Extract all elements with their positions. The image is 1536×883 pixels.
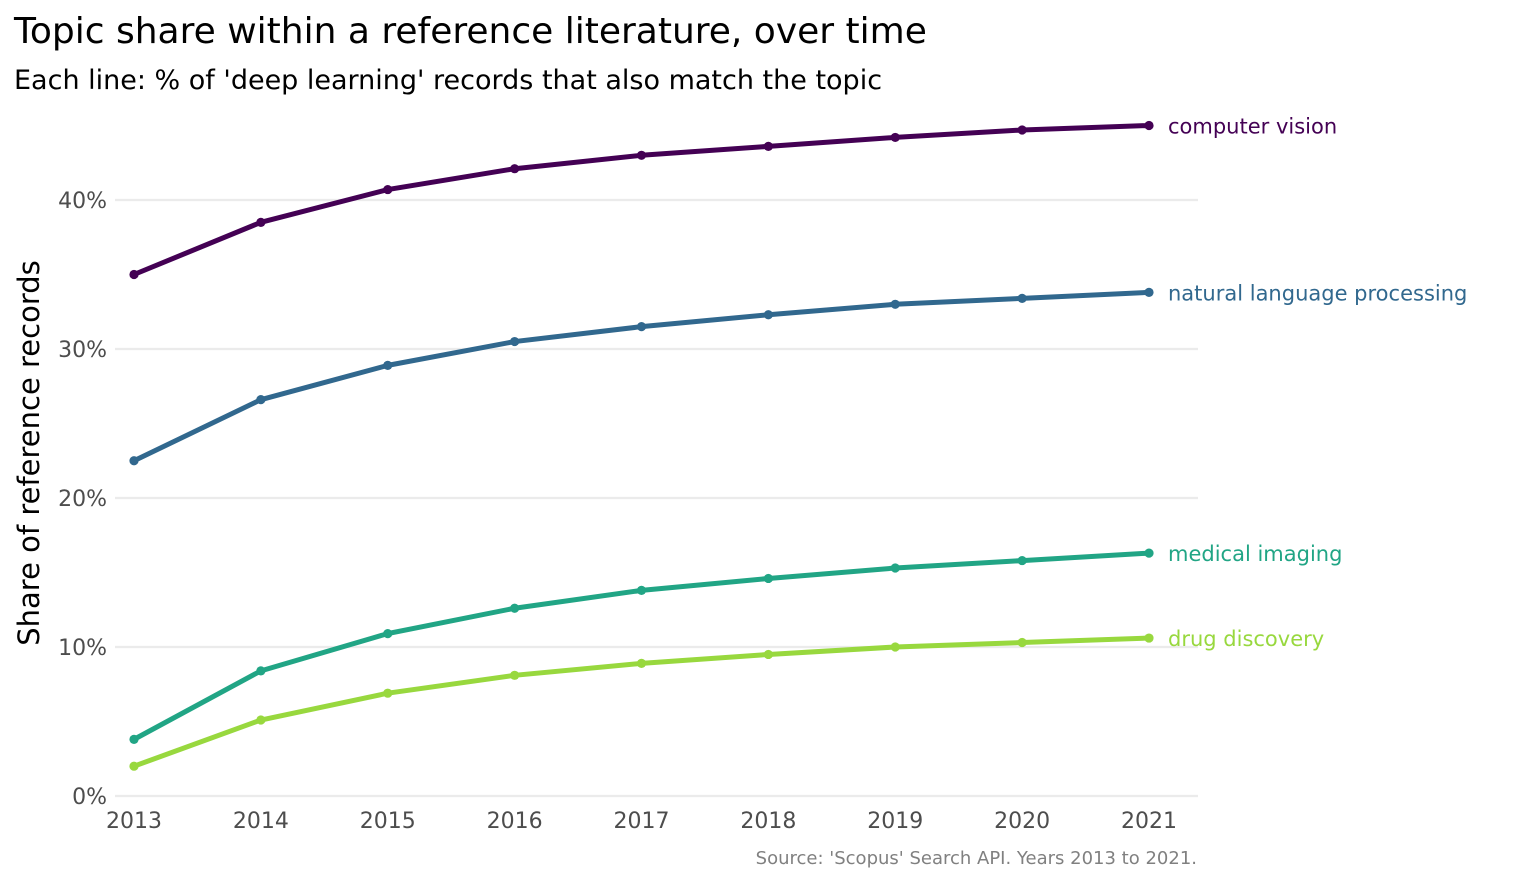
x-tick-label: 2020: [994, 809, 1050, 834]
y-axis-ticks: 0% 10% 20% 30% 40%: [58, 189, 107, 810]
data-point: [763, 310, 773, 320]
data-point: [256, 217, 266, 227]
data-point: [890, 563, 900, 573]
x-tick-label: 2014: [233, 809, 289, 834]
data-point: [383, 360, 393, 370]
gridlines: [115, 198, 1198, 798]
x-axis-ticks: 2013 2014 2015 2016 2017 2018 2019 2020 2021: [106, 809, 1177, 834]
data-point: [890, 299, 900, 309]
data-point: [1017, 125, 1027, 135]
data-point: [383, 688, 393, 698]
chart-subtitle: Each line: % of 'deep learning' records …: [14, 65, 882, 96]
y-tick-label: 0%: [72, 785, 107, 810]
data-point: [129, 761, 139, 771]
chart-title: Topic share within a reference literatur…: [13, 11, 927, 52]
series-label: medical imaging: [1168, 542, 1342, 566]
data-point: [890, 132, 900, 143]
data-point: [129, 269, 139, 280]
series-line: [131, 635, 1152, 769]
series-label: computer vision: [1168, 115, 1337, 139]
data-point: [636, 658, 647, 668]
y-tick-label: 30%: [58, 338, 107, 363]
data-point: [129, 456, 139, 466]
data-point: [256, 715, 266, 725]
data-point: [636, 150, 647, 160]
data-point: [510, 164, 520, 174]
data-point: [256, 666, 266, 676]
x-tick-label: 2017: [614, 809, 670, 834]
data-point: [383, 184, 393, 195]
y-tick-label: 10%: [58, 636, 107, 661]
data-point: [1144, 120, 1154, 131]
x-tick-label: 2021: [1121, 809, 1177, 834]
data-point: [890, 642, 900, 652]
series-labels: computer vision natural language processi…: [1168, 115, 1467, 652]
data-point: [763, 141, 773, 151]
x-tick-label: 2016: [487, 809, 543, 834]
series-label: drug discovery: [1168, 627, 1324, 651]
y-axis-label: Share of reference records: [12, 260, 46, 646]
chart-caption: Source: 'Scopus' Search API. Years 2013 …: [756, 848, 1197, 869]
x-tick-label: 2018: [740, 809, 796, 834]
y-tick-label: 40%: [58, 189, 107, 214]
data-point: [510, 603, 520, 613]
data-point: [1144, 633, 1154, 643]
data-point: [763, 649, 773, 660]
x-tick-label: 2015: [360, 809, 416, 834]
series-lines: [129, 120, 1154, 771]
data-point: [1017, 293, 1027, 303]
data-point: [763, 573, 773, 584]
data-point: [636, 322, 647, 332]
y-tick-label: 20%: [58, 487, 107, 512]
data-point: [383, 628, 393, 639]
data-point: [510, 336, 520, 347]
x-tick-label: 2013: [106, 809, 162, 834]
data-point: [1017, 555, 1027, 566]
data-point: [636, 585, 647, 595]
data-point: [129, 734, 139, 744]
series-label: natural language processing: [1168, 281, 1467, 305]
data-point: [1144, 548, 1154, 558]
data-point: [1017, 637, 1027, 648]
data-point: [1144, 287, 1154, 297]
data-point: [256, 395, 266, 405]
series-line: [131, 289, 1152, 464]
data-point: [510, 670, 520, 680]
x-tick-label: 2019: [867, 809, 923, 834]
